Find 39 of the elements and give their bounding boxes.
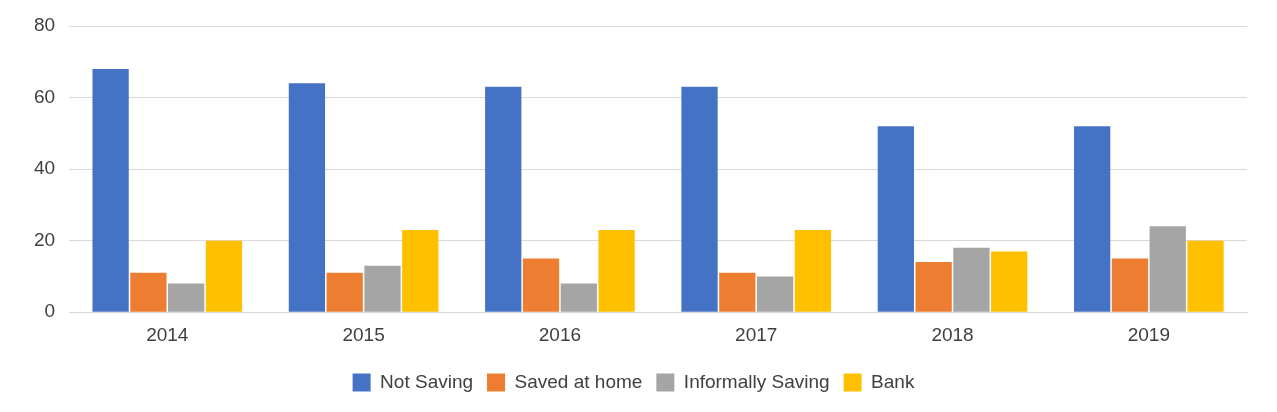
y-tick-label: 0 (44, 300, 56, 322)
bar (326, 272, 363, 312)
legend-label: Bank (871, 370, 915, 392)
bar (1187, 240, 1224, 312)
x-tick-label: 2015 (342, 323, 385, 345)
bar (168, 283, 205, 312)
bar (953, 247, 990, 312)
bar (402, 229, 439, 312)
bar (681, 86, 718, 312)
bar (364, 265, 401, 312)
bar (560, 283, 597, 312)
bar (288, 83, 326, 312)
bar (915, 262, 952, 312)
x-tick-label: 2014 (146, 323, 189, 345)
y-tick-label: 80 (33, 14, 56, 36)
bar (205, 240, 243, 312)
bar (719, 272, 756, 312)
bar (485, 86, 522, 312)
bar (794, 229, 832, 312)
x-tick-label: 2019 (1127, 323, 1170, 345)
x-tick-label: 2016 (538, 323, 582, 345)
bar (130, 272, 167, 312)
bar (1149, 226, 1186, 312)
bar (92, 68, 129, 312)
bar (756, 276, 794, 312)
legend-label: Not Saving (380, 370, 474, 392)
bar (1111, 258, 1149, 312)
y-tick-label: 40 (33, 157, 56, 179)
y-tick-label: 60 (33, 85, 56, 107)
y-tick-label: 20 (33, 228, 56, 250)
legend-label: Informally Saving (683, 370, 830, 392)
bar (598, 229, 635, 312)
x-tick-label: 2018 (931, 323, 974, 345)
x-tick-label: 2017 (735, 323, 778, 345)
legend-label: Saved at home (514, 370, 643, 392)
bar (522, 258, 560, 312)
bar (1074, 126, 1111, 312)
bar (877, 126, 914, 312)
bar (991, 251, 1028, 312)
